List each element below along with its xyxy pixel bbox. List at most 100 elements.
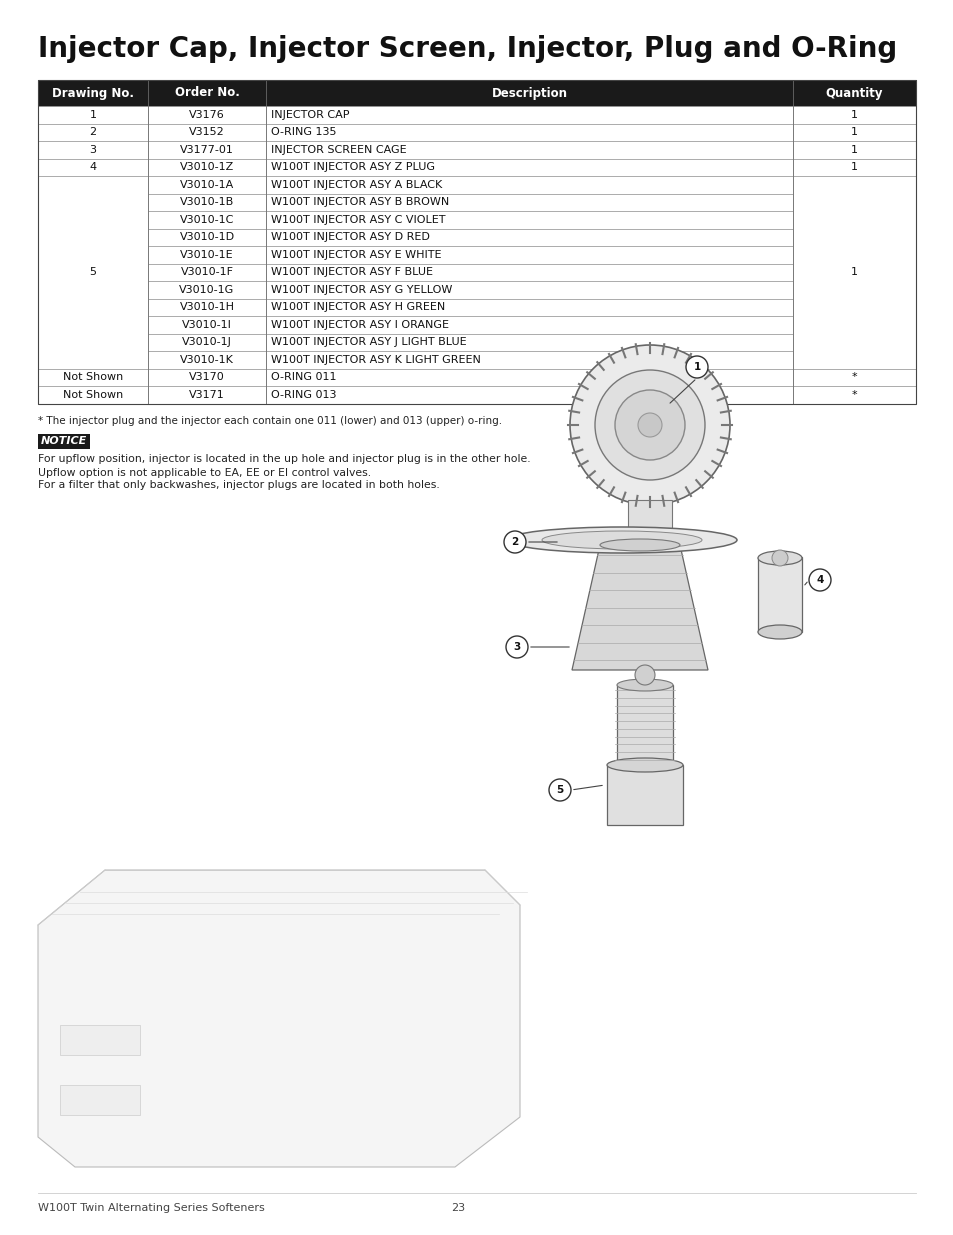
Text: 3: 3 bbox=[90, 144, 96, 154]
Text: W100T INJECTOR ASY E WHITE: W100T INJECTOR ASY E WHITE bbox=[271, 249, 441, 259]
Bar bbox=[266, 263, 792, 282]
Bar bbox=[792, 177, 915, 368]
Text: O-RING 011: O-RING 011 bbox=[271, 372, 336, 383]
Circle shape bbox=[615, 390, 684, 459]
Polygon shape bbox=[572, 545, 707, 671]
Text: W100T INJECTOR ASY D RED: W100T INJECTOR ASY D RED bbox=[271, 232, 430, 242]
Circle shape bbox=[808, 569, 830, 592]
Bar bbox=[148, 158, 266, 177]
Text: Description: Description bbox=[491, 86, 567, 100]
Text: NOTICE: NOTICE bbox=[41, 436, 87, 446]
Bar bbox=[628, 542, 650, 595]
Bar bbox=[266, 211, 792, 228]
Bar bbox=[266, 141, 792, 158]
Text: V3010-1K: V3010-1K bbox=[180, 354, 233, 364]
Bar bbox=[148, 299, 266, 316]
Text: 1: 1 bbox=[850, 127, 857, 137]
Text: V3010-1D: V3010-1D bbox=[179, 232, 234, 242]
Bar bbox=[148, 333, 266, 351]
Text: W100T INJECTOR ASY G YELLOW: W100T INJECTOR ASY G YELLOW bbox=[271, 285, 452, 295]
Bar bbox=[266, 282, 792, 299]
Bar bbox=[38, 80, 915, 404]
Text: V3171: V3171 bbox=[189, 390, 225, 400]
Text: 1: 1 bbox=[90, 110, 96, 120]
Bar bbox=[60, 1025, 140, 1055]
Text: W100T INJECTOR ASY A BLACK: W100T INJECTOR ASY A BLACK bbox=[271, 180, 442, 190]
Text: W100T Twin Alternating Series Softeners: W100T Twin Alternating Series Softeners bbox=[38, 1203, 265, 1213]
Ellipse shape bbox=[599, 538, 679, 551]
Text: V3010-1J: V3010-1J bbox=[182, 337, 232, 347]
Text: V3010-1A: V3010-1A bbox=[180, 180, 233, 190]
Bar bbox=[266, 299, 792, 316]
Bar bbox=[792, 106, 915, 124]
Bar bbox=[148, 351, 266, 368]
Circle shape bbox=[503, 531, 525, 553]
Bar bbox=[792, 158, 915, 177]
Bar bbox=[38, 387, 148, 404]
Bar bbox=[148, 282, 266, 299]
Bar bbox=[38, 141, 148, 158]
Text: W100T INJECTOR ASY K LIGHT GREEN: W100T INJECTOR ASY K LIGHT GREEN bbox=[271, 354, 480, 364]
Circle shape bbox=[595, 370, 704, 480]
Text: V3010-1G: V3010-1G bbox=[179, 285, 234, 295]
Bar bbox=[266, 351, 792, 368]
Bar bbox=[148, 80, 266, 106]
Text: 1: 1 bbox=[693, 362, 700, 372]
Bar bbox=[148, 316, 266, 333]
Text: 4: 4 bbox=[816, 576, 822, 585]
Bar bbox=[266, 368, 792, 387]
Bar bbox=[148, 387, 266, 404]
Bar bbox=[38, 80, 148, 106]
Text: Quantity: Quantity bbox=[825, 86, 882, 100]
Bar bbox=[148, 124, 266, 141]
Bar bbox=[148, 211, 266, 228]
Text: V3010-1E: V3010-1E bbox=[180, 249, 233, 259]
Bar bbox=[266, 316, 792, 333]
Bar bbox=[792, 368, 915, 387]
Text: 2: 2 bbox=[511, 537, 518, 547]
Bar bbox=[148, 368, 266, 387]
Bar bbox=[148, 263, 266, 282]
Text: V3152: V3152 bbox=[189, 127, 225, 137]
Text: O-RING 135: O-RING 135 bbox=[271, 127, 336, 137]
Text: 1: 1 bbox=[850, 162, 857, 172]
Bar bbox=[266, 80, 792, 106]
Text: 5: 5 bbox=[90, 267, 96, 277]
Bar bbox=[266, 124, 792, 141]
Polygon shape bbox=[38, 869, 519, 1167]
Bar bbox=[792, 124, 915, 141]
Text: V3176: V3176 bbox=[189, 110, 225, 120]
Text: V3010-1Z: V3010-1Z bbox=[180, 162, 233, 172]
Ellipse shape bbox=[606, 758, 682, 772]
Text: * The injector plug and the injector each contain one 011 (lower) and 013 (upper: * The injector plug and the injector eac… bbox=[38, 415, 501, 426]
Bar bbox=[266, 106, 792, 124]
Text: V3010-1I: V3010-1I bbox=[182, 320, 232, 330]
Bar bbox=[38, 433, 90, 448]
Circle shape bbox=[685, 356, 707, 378]
Bar bbox=[38, 124, 148, 141]
Text: V3010-1C: V3010-1C bbox=[179, 215, 233, 225]
Bar bbox=[617, 685, 672, 764]
Circle shape bbox=[548, 779, 571, 802]
Bar bbox=[792, 80, 915, 106]
Ellipse shape bbox=[617, 679, 672, 692]
Ellipse shape bbox=[506, 527, 737, 553]
Text: 4: 4 bbox=[90, 162, 96, 172]
Bar bbox=[38, 158, 148, 177]
Text: *: * bbox=[851, 372, 857, 383]
Text: 23: 23 bbox=[451, 1203, 464, 1213]
Text: For upflow position, injector is located in the up hole and injector plug is in : For upflow position, injector is located… bbox=[38, 454, 530, 464]
Bar bbox=[792, 141, 915, 158]
Text: W100T INJECTOR ASY Z PLUG: W100T INJECTOR ASY Z PLUG bbox=[271, 162, 435, 172]
Text: INJECTOR CAP: INJECTOR CAP bbox=[271, 110, 350, 120]
Bar bbox=[266, 333, 792, 351]
Text: 1: 1 bbox=[850, 267, 857, 277]
Text: Drawing No.: Drawing No. bbox=[51, 86, 133, 100]
Text: 2: 2 bbox=[90, 127, 96, 137]
Text: V3010-1H: V3010-1H bbox=[179, 303, 234, 312]
Bar bbox=[266, 158, 792, 177]
Text: W100T INJECTOR ASY I ORANGE: W100T INJECTOR ASY I ORANGE bbox=[271, 320, 449, 330]
Text: W100T INJECTOR ASY H GREEN: W100T INJECTOR ASY H GREEN bbox=[271, 303, 445, 312]
Circle shape bbox=[635, 664, 655, 685]
Text: INJECTOR SCREEN CAGE: INJECTOR SCREEN CAGE bbox=[271, 144, 407, 154]
